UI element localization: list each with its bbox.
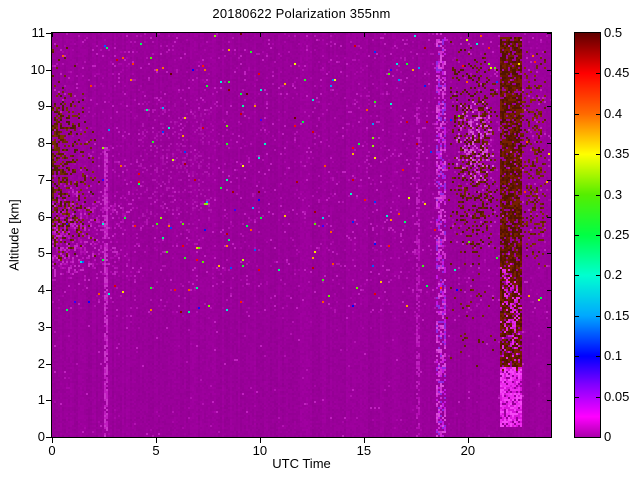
x-tick-label: 15 <box>356 443 372 458</box>
colorbar-tick-mark <box>596 275 600 277</box>
y-tick-mark <box>46 253 51 255</box>
x-tick-mark <box>259 438 261 443</box>
y-tick-label: 7 <box>37 171 45 187</box>
colorbar-tick-mark <box>575 73 579 75</box>
x-tick-mark-inner <box>467 33 469 37</box>
x-tick-label: 20 <box>460 443 476 458</box>
colorbar-tick-mark <box>575 113 579 115</box>
colorbar-tick-mark <box>575 194 579 196</box>
colorbar-tick-mark <box>575 235 579 236</box>
colorbar-tick-label: 0.2 <box>604 267 623 283</box>
x-tick-mark-inner <box>259 33 261 37</box>
colorbar-tick-mark <box>596 73 600 75</box>
x-tick-label: 5 <box>152 443 160 458</box>
colorbar-tick-mark <box>596 315 600 317</box>
y-tick-mark-inner <box>547 363 551 365</box>
y-tick-label: 11 <box>31 25 46 40</box>
colorbar-tick-label: 0.5 <box>604 25 623 40</box>
y-tick-label: 1 <box>37 392 45 408</box>
y-tick-mark-inner <box>547 69 551 71</box>
y-tick-mark-inner <box>547 33 551 34</box>
colorbar-tick-mark <box>596 235 600 236</box>
y-tick-mark-inner <box>547 143 551 145</box>
y-tick-mark <box>46 69 51 71</box>
y-tick-mark <box>46 290 51 292</box>
colorbar-tick-label: 0.45 <box>604 65 630 81</box>
colorbar-tick-mark <box>575 275 579 277</box>
y-tick-mark <box>46 106 51 108</box>
colorbar-tick-mark <box>596 194 600 196</box>
colorbar-tick-label: 0 <box>604 429 612 444</box>
y-tick-label: 4 <box>37 282 45 298</box>
y-tick-label: 9 <box>37 98 45 114</box>
colorbar-tick-mark <box>596 356 600 358</box>
x-tick-mark-inner <box>155 33 157 37</box>
y-tick-mark-inner <box>547 179 551 181</box>
colorbar <box>574 32 601 438</box>
y-tick-mark <box>46 326 51 328</box>
y-tick-mark-inner <box>547 437 551 438</box>
x-axis-label: UTC Time <box>272 456 331 471</box>
colorbar-tick-label: 0.35 <box>604 146 630 162</box>
y-tick-label: 10 <box>30 61 45 77</box>
x-tick-mark-inner <box>363 33 365 37</box>
x-tick-mark-inner <box>52 33 53 37</box>
colorbar-tick-mark <box>575 396 579 398</box>
colorbar-tick-label: 0.1 <box>604 348 623 364</box>
y-tick-mark <box>46 400 51 402</box>
y-tick-mark <box>46 143 51 145</box>
y-tick-label: 6 <box>37 208 45 224</box>
x-tick-label: 0 <box>48 443 56 458</box>
heatmap-plot <box>52 33 551 437</box>
colorbar-tick-mark <box>596 113 600 115</box>
colorbar-tick-label: 0.25 <box>604 227 630 242</box>
colorbar-gradient <box>575 33 600 437</box>
colorbar-tick-mark <box>575 315 579 317</box>
y-tick-mark-inner <box>547 106 551 108</box>
x-tick-mark <box>467 438 469 443</box>
y-tick-mark-inner <box>547 216 551 218</box>
colorbar-tick-mark <box>596 396 600 398</box>
x-tick-mark <box>155 438 157 443</box>
y-tick-mark-inner <box>547 253 551 255</box>
y-tick-mark <box>46 33 51 34</box>
y-tick-mark <box>46 363 51 365</box>
colorbar-tick-mark <box>575 356 579 358</box>
y-tick-mark <box>46 216 51 218</box>
y-tick-label: 2 <box>37 355 45 371</box>
x-tick-mark <box>363 438 365 443</box>
y-tick-mark <box>46 437 51 438</box>
y-tick-mark-inner <box>547 326 551 328</box>
y-tick-mark <box>46 179 51 181</box>
y-tick-label: 0 <box>37 429 45 444</box>
colorbar-tick-label: 0.05 <box>604 388 630 404</box>
colorbar-tick-label: 0.3 <box>604 186 623 202</box>
y-tick-label: 8 <box>37 135 45 151</box>
y-tick-label: 5 <box>37 245 45 261</box>
colorbar-tick-mark <box>575 154 579 156</box>
y-tick-mark-inner <box>547 290 551 292</box>
y-tick-mark-inner <box>547 400 551 402</box>
figure-title: 20180622 Polarization 355nm <box>212 6 391 21</box>
x-tick-mark <box>52 438 53 443</box>
colorbar-tick-label: 0.4 <box>604 105 623 121</box>
colorbar-tick-mark <box>596 154 600 156</box>
y-tick-label: 3 <box>37 318 45 334</box>
x-tick-label: 10 <box>252 443 268 458</box>
colorbar-tick-label: 0.15 <box>604 307 630 323</box>
